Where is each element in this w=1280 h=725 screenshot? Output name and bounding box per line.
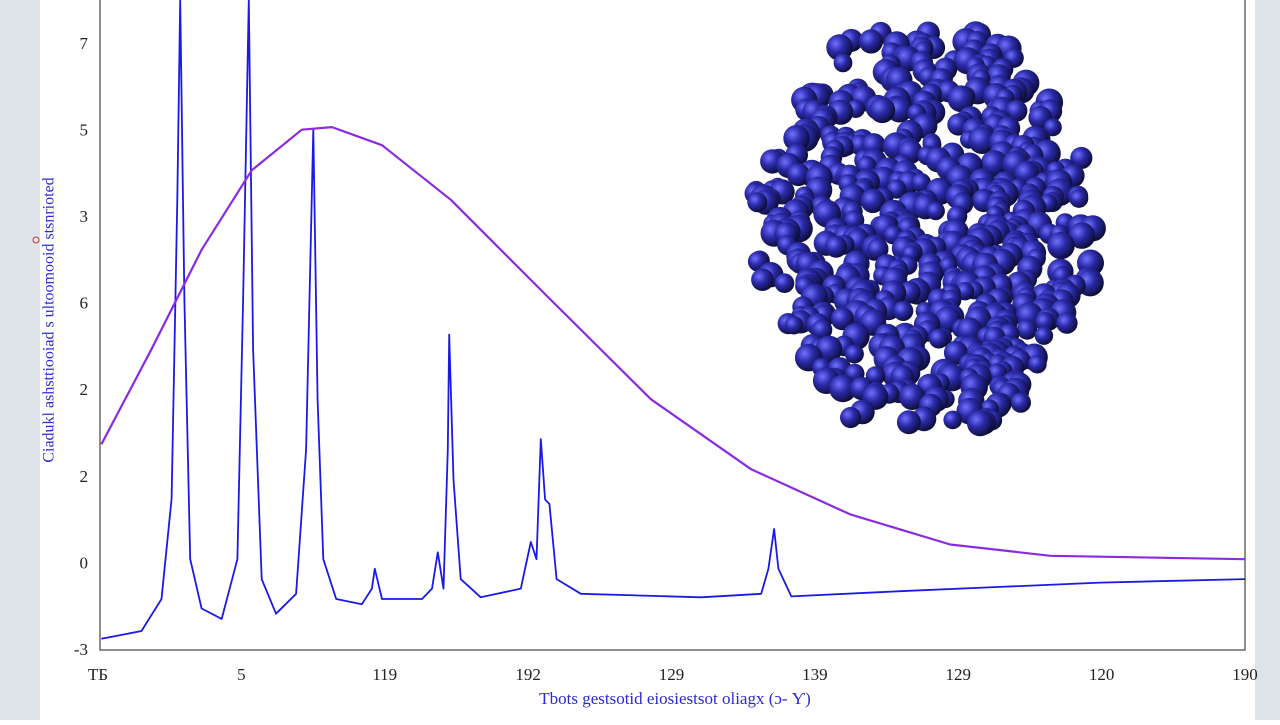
- y-axis-title: Ciadukl ashsttiooiad s ultoomooid stsnri…: [41, 177, 58, 462]
- sphere: [1070, 146, 1093, 170]
- y-tick-label: 3: [80, 207, 89, 226]
- sphere: [844, 344, 864, 364]
- series-line: [100, 126, 1245, 561]
- x-axis-title: Ƭbots gestsotid eiosiestsot oliagx (ɔ- Ƴ…: [539, 689, 811, 708]
- x-tick-label: 119: [372, 665, 397, 684]
- x-tick-label: 139: [802, 665, 828, 684]
- sphere: [1068, 222, 1096, 249]
- y-tick-label: 6: [80, 294, 89, 313]
- sphere: [840, 406, 862, 429]
- sphere: [1047, 231, 1075, 260]
- sphere: [1034, 326, 1054, 345]
- y-tick-label: 0: [80, 553, 89, 572]
- series-line: [101, 0, 1245, 640]
- sphere: [1027, 354, 1047, 374]
- sphere: [858, 29, 884, 54]
- sphere: [783, 125, 810, 152]
- y-tick-label: 2: [80, 380, 89, 399]
- y-tick-label: 2: [80, 467, 89, 486]
- panel: [40, 0, 1255, 720]
- sphere: [869, 97, 896, 124]
- sphere: [1016, 319, 1038, 340]
- y-tick-label: 5: [80, 120, 89, 139]
- sphere: [893, 300, 914, 321]
- sphere: [1069, 189, 1089, 208]
- x-tick-label: 192: [515, 665, 541, 684]
- sphere: [751, 268, 774, 292]
- sphere: [784, 315, 804, 335]
- sphere: [1056, 312, 1078, 334]
- y-tick-label: 7: [80, 34, 89, 53]
- x-tick-label: ТБ: [88, 665, 108, 684]
- x-tick-label: 120: [1089, 665, 1115, 684]
- sphere: [774, 273, 795, 294]
- sphere: [926, 201, 945, 221]
- sphere: [899, 384, 926, 410]
- sphere: [825, 235, 848, 258]
- sphere: [833, 53, 853, 73]
- sphere: [896, 410, 921, 435]
- window-frame: [0, 0, 40, 720]
- sphere: [947, 85, 975, 113]
- sphere: [786, 163, 810, 187]
- sphere: [1010, 392, 1031, 413]
- plot-frame: [99, 0, 1246, 651]
- sphere: [928, 328, 949, 349]
- sphere: [967, 410, 994, 437]
- x-tick-label: 129: [659, 665, 685, 684]
- sphere: [867, 238, 889, 260]
- sphere: [860, 188, 885, 213]
- x-tick-label: 129: [946, 665, 972, 684]
- sphere: [1043, 118, 1062, 137]
- sphere: [829, 374, 857, 403]
- nanoparticle-cluster: [744, 21, 1106, 437]
- window-frame: [1255, 0, 1280, 720]
- x-tick-label: 5: [237, 665, 246, 684]
- sphere: [865, 366, 886, 386]
- y-tick-label: -3: [74, 640, 88, 659]
- sphere: [943, 410, 962, 430]
- sphere: [747, 192, 768, 213]
- sphere: [1035, 312, 1055, 332]
- sphere: [911, 173, 931, 193]
- sphere: [968, 126, 996, 154]
- marker-dot: [32, 236, 40, 244]
- sphere: [830, 307, 854, 331]
- x-tick-label: 190: [1232, 665, 1258, 684]
